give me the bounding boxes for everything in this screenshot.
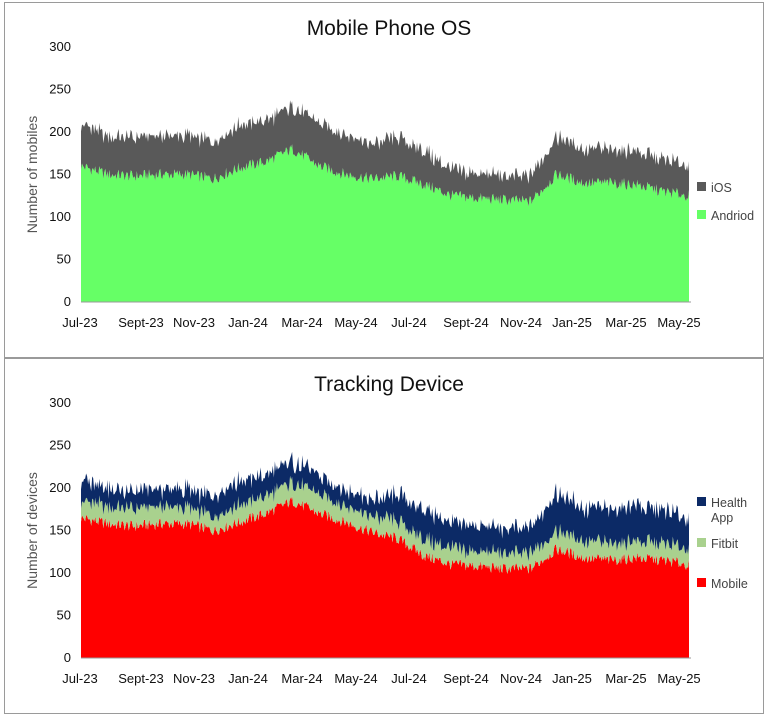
x-tick-label: Jan-25 bbox=[552, 315, 592, 330]
y-tick-label: 200 bbox=[49, 124, 71, 139]
x-tick-label: Jan-24 bbox=[228, 671, 268, 686]
y-tick-label: 150 bbox=[49, 523, 71, 538]
x-tick-label: Sept-24 bbox=[443, 671, 489, 686]
y-tick-label: 150 bbox=[49, 167, 71, 182]
y-tick-label: 250 bbox=[49, 82, 71, 97]
y-tick-label: 300 bbox=[49, 39, 71, 54]
y-tick-label: 250 bbox=[49, 438, 71, 453]
y-tick-label: 0 bbox=[64, 650, 71, 665]
area-series-ios bbox=[81, 100, 689, 207]
x-tick-label: Mar-24 bbox=[281, 671, 322, 686]
x-tick-label: May-24 bbox=[334, 315, 377, 330]
y-tick-label: 50 bbox=[57, 252, 71, 267]
x-tick-label: Jul-24 bbox=[391, 315, 426, 330]
x-tick-label: Jul-23 bbox=[62, 671, 97, 686]
legend-swatch bbox=[697, 578, 706, 587]
y-tick-label: 300 bbox=[49, 395, 71, 410]
x-tick-label: May-25 bbox=[657, 671, 700, 686]
chart-panel-mobile-os: Mobile Phone OS Number of mobiles 0 50 100 15… bbox=[4, 2, 764, 358]
legend-label: Andriod bbox=[711, 209, 754, 223]
x-tick-label: Sept-24 bbox=[443, 315, 489, 330]
x-tick-label: Nov-23 bbox=[173, 671, 215, 686]
y-tick-label: 0 bbox=[64, 294, 71, 309]
x-tick-label: Sept-23 bbox=[118, 671, 164, 686]
y-tick-label: 100 bbox=[49, 565, 71, 580]
y-tick-label: 50 bbox=[57, 608, 71, 623]
x-tick-label: May-25 bbox=[657, 315, 700, 330]
x-tick-label: Jan-24 bbox=[228, 315, 268, 330]
chart-title: Tracking Device bbox=[314, 373, 464, 396]
y-axis-label: Number of mobiles bbox=[24, 116, 40, 234]
legend-swatch bbox=[697, 182, 706, 191]
area-series-mobile bbox=[81, 496, 689, 658]
legend-label: Mobile bbox=[711, 577, 748, 591]
x-tick-label: Nov-24 bbox=[500, 315, 542, 330]
y-axis-label: Number of devices bbox=[24, 472, 40, 589]
area-series-fitbit bbox=[81, 475, 689, 574]
x-tick-label: Mar-25 bbox=[605, 671, 646, 686]
x-tick-label: Jul-24 bbox=[391, 671, 426, 686]
x-tick-label: Jan-25 bbox=[552, 671, 592, 686]
x-tick-label: Mar-25 bbox=[605, 315, 646, 330]
legend-label: Fitbit bbox=[711, 537, 739, 551]
x-tick-label: Mar-24 bbox=[281, 315, 322, 330]
x-tick-label: Jul-23 bbox=[62, 315, 97, 330]
y-tick-label: 100 bbox=[49, 209, 71, 224]
x-tick-label: May-24 bbox=[334, 671, 377, 686]
legend-swatch bbox=[697, 210, 706, 219]
area-series-andriod bbox=[81, 144, 689, 302]
mobile-os-chart: Mobile Phone OS Number of mobiles 0 50 100 15… bbox=[24, 17, 754, 330]
x-tick-label: Sept-23 bbox=[118, 315, 164, 330]
y-tick-label: 200 bbox=[49, 480, 71, 495]
legend-swatch bbox=[697, 538, 706, 547]
chart-title: Mobile Phone OS bbox=[307, 17, 472, 40]
x-tick-label: Nov-24 bbox=[500, 671, 542, 686]
legend-swatch bbox=[697, 497, 706, 506]
tracking-device-chart: Tracking Device Number of devices 0 50 100 15… bbox=[24, 373, 748, 686]
legend-label: iOS bbox=[711, 181, 732, 195]
chart-panel-tracking-device: Tracking Device Number of devices 0 50 100 15… bbox=[4, 358, 764, 714]
x-tick-label: Nov-23 bbox=[173, 315, 215, 330]
area-series-health-app bbox=[81, 451, 689, 562]
legend-label: Health App bbox=[711, 496, 747, 525]
